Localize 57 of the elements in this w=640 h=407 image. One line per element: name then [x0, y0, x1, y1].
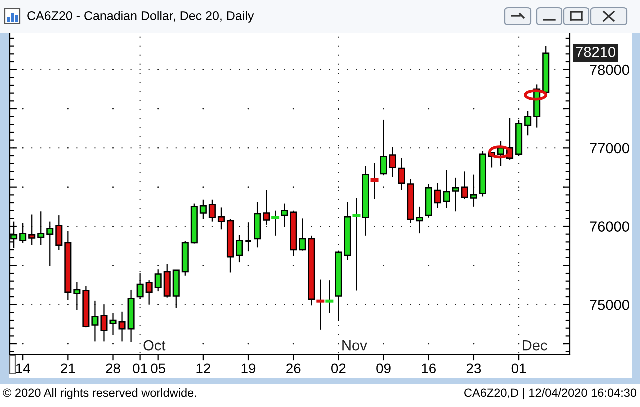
annotation: Oct	[144, 340, 166, 351]
y-tick-label: 76000	[590, 222, 630, 232]
text: 78210	[576, 46, 616, 58]
candlestick	[461, 171, 468, 200]
y-tick-label: 77000	[590, 143, 630, 154]
x-tick-label: 26	[286, 364, 301, 374]
candlestick	[56, 214, 63, 251]
candlestick	[118, 311, 126, 342]
candlestick	[100, 304, 108, 342]
candlestick	[110, 312, 117, 336]
candlestick	[208, 199, 216, 222]
x-tick-label: 02	[332, 364, 346, 374]
candlestick	[20, 222, 27, 244]
candlestick	[434, 182, 442, 210]
candlestick	[92, 300, 99, 342]
candlestick	[316, 279, 325, 330]
candlestick	[470, 174, 478, 208]
x-tick-label: 14	[16, 364, 30, 374]
x-tick-label: 23	[466, 364, 482, 374]
candlestick	[326, 280, 334, 314]
candlestick	[299, 218, 306, 252]
candlestick	[154, 269, 162, 292]
candlestick	[218, 207, 225, 230]
candlestick	[38, 211, 45, 246]
candlestick	[416, 206, 424, 234]
y-tick-label: 78000	[590, 64, 630, 76]
x-tick-label: 01	[133, 364, 148, 374]
candlestick	[136, 272, 144, 300]
candlestick	[443, 170, 450, 210]
candlestick	[236, 234, 244, 264]
candlestick	[74, 282, 81, 311]
text: CA6Z20,D | 12/04/2020 16:04:30	[464, 388, 637, 400]
x-tick-label: 28	[106, 364, 120, 374]
candlestick	[263, 190, 270, 226]
candlestick	[380, 119, 388, 176]
candlestick	[389, 146, 396, 178]
x-tick-label: 16	[422, 364, 436, 374]
x-tick-label: 21	[61, 364, 76, 374]
annotation: Nov	[342, 340, 368, 351]
candlestick	[452, 177, 460, 212]
candlestick	[398, 158, 406, 192]
x-tick-label: 12	[196, 364, 210, 374]
candlestick	[146, 280, 153, 305]
candlestick	[46, 221, 54, 268]
x-tick-label: 09	[376, 364, 391, 374]
y-tick-label: 75000	[590, 300, 630, 310]
candlestick	[244, 222, 253, 252]
x-tick-label: 01	[512, 364, 526, 374]
candlestick	[281, 203, 288, 228]
candlestick	[28, 214, 36, 246]
chart-title: CA6Z20 - Canadian Dollar, Dec 20, Daily	[28, 11, 254, 23]
candlestick	[524, 110, 532, 136]
x-tick-label: 05	[151, 364, 166, 374]
annotation: Dec	[523, 340, 548, 351]
text: © 2020 All rights reserved worldwide.	[3, 388, 196, 400]
x-tick-label: 19	[242, 364, 256, 374]
candlestick	[200, 199, 207, 220]
